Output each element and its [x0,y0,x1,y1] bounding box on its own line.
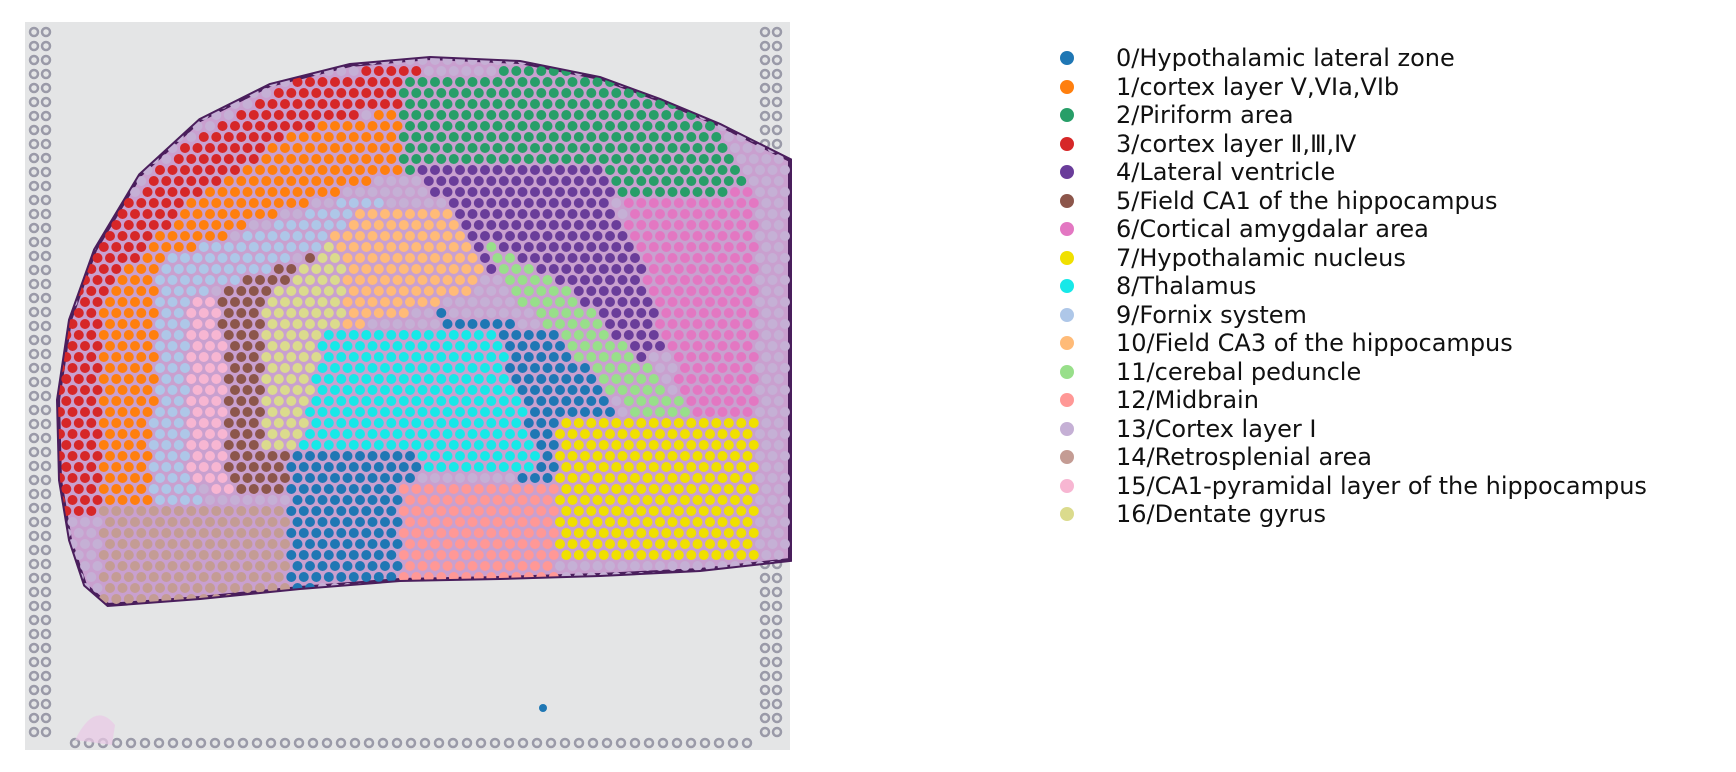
legend-label: 11/cerebal peduncle [1116,357,1362,386]
legend-label: 12/Midbrain [1116,386,1259,414]
spatial-tissue-plot [25,22,792,750]
legend-swatch [1060,279,1074,293]
legend-label: 14/Retrosplenial area [1116,443,1372,471]
legend-swatch [1060,250,1074,265]
legend-label: 13/Cortex layer I [1116,414,1317,443]
legend-label: 5/Field CA1 of the hippocampus [1116,186,1498,215]
stray-spot [539,704,547,712]
legend-label: 9/Fornix system [1116,300,1307,329]
legend-swatch [1060,222,1074,236]
legend-label: 2/Piriform area [1116,101,1294,129]
legend-swatch [1060,478,1074,493]
legend-swatch [1060,136,1074,151]
legend-swatch [1060,51,1074,65]
legend-label: 8/Thalamus [1116,272,1257,300]
legend-swatch [1060,393,1074,407]
legend-swatch [1060,450,1074,464]
legend-swatch [1060,165,1074,179]
spot-clusters [58,58,790,604]
legend-swatch [1060,336,1074,350]
legend-swatch [1060,307,1074,322]
tissue-debris [75,715,115,745]
legend-label: 16/Dentate gyrus [1116,500,1327,528]
legend-swatch [1060,507,1074,521]
legend-swatch [1060,79,1074,94]
legend-label: 4/Lateral ventricle [1116,158,1336,186]
legend-swatch [1060,421,1074,436]
legend-label: 0/Hypothalamic lateral zone [1116,44,1455,72]
legend-label: 7/Hypothalamic nucleus [1116,243,1406,272]
legend-label: 10/Field CA3 of the hippocampus [1116,329,1513,357]
legend-swatch [1060,364,1074,379]
legend-label: 6/Cortical amygdalar area [1116,215,1429,243]
legend-label: 1/cortex layer V,VIa,VIb [1116,72,1400,101]
legend-swatch [1060,108,1074,122]
legend-label: 15/CA1-pyramidal layer of the hippocampu… [1116,471,1647,500]
legend-label: 3/cortex layer Ⅱ,Ⅲ,Ⅳ [1116,129,1357,158]
legend-swatch [1060,193,1074,208]
